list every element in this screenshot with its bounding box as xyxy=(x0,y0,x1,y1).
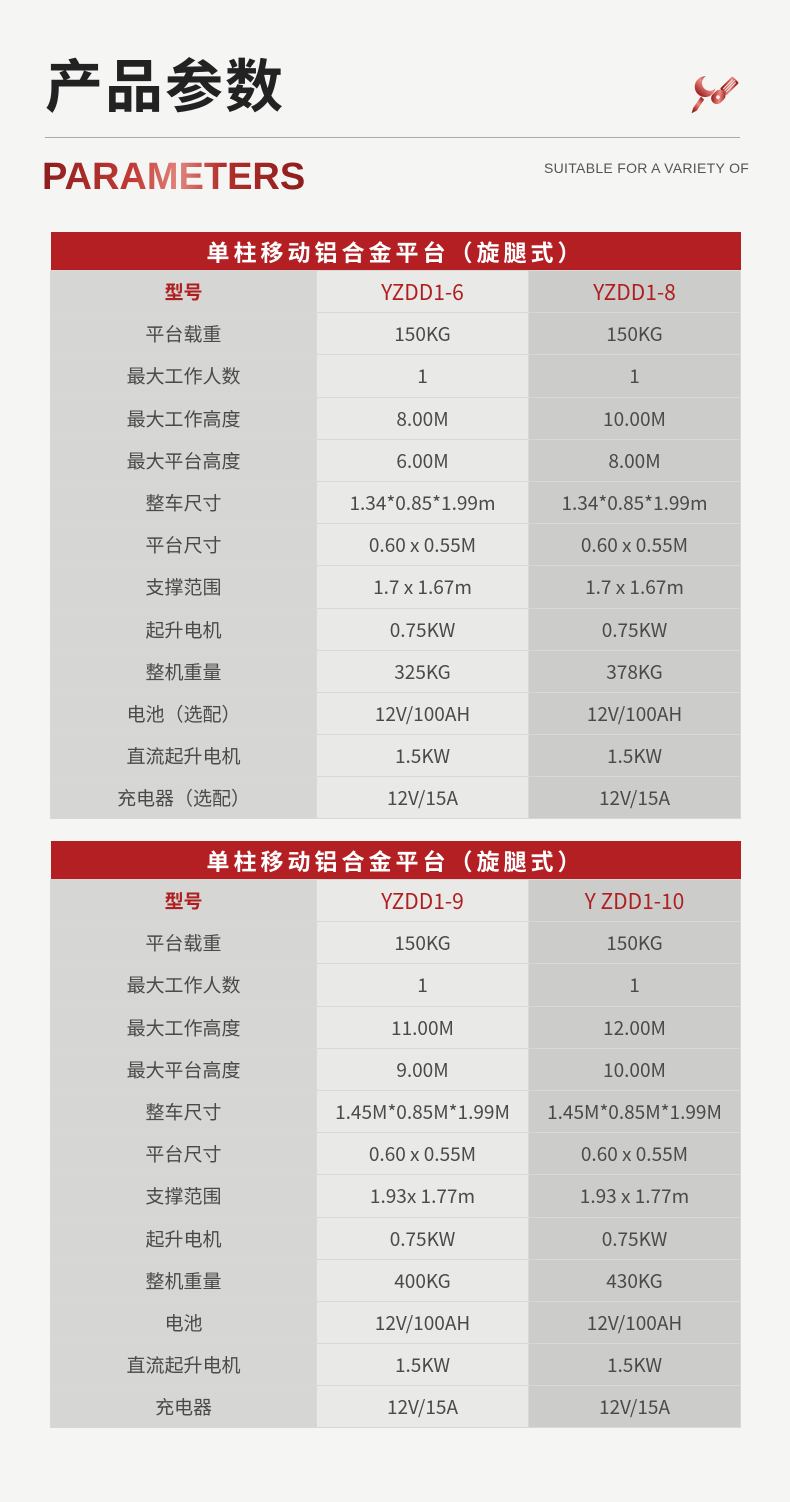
svg-text:PARAMETERS: PARAMETERS xyxy=(42,156,305,198)
